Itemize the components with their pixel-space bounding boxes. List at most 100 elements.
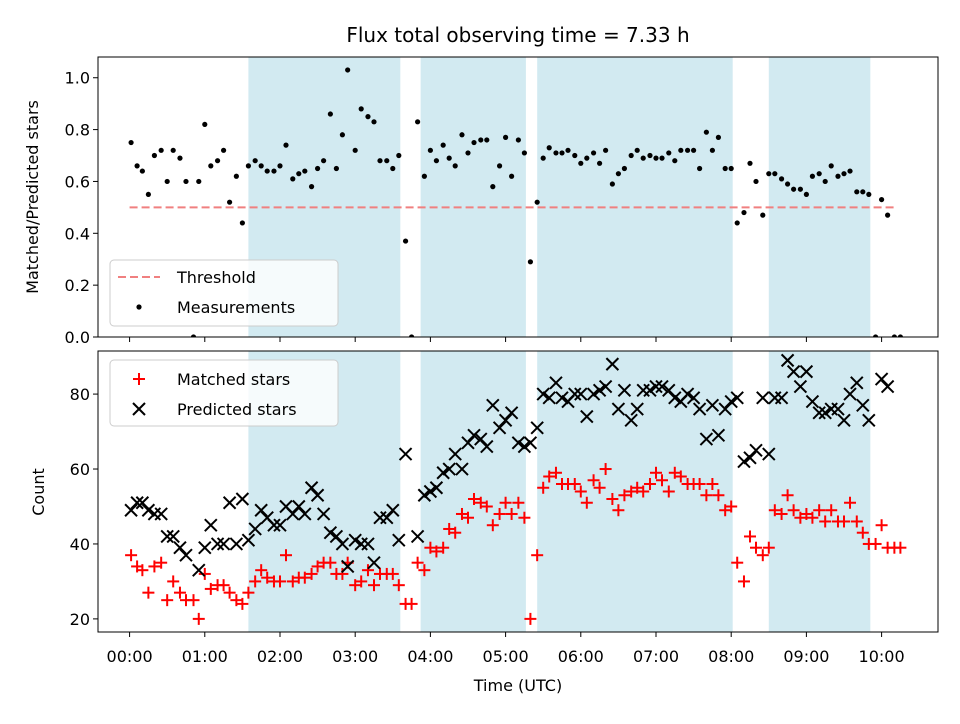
measurement-point bbox=[621, 165, 628, 172]
measurement-point bbox=[653, 155, 659, 161]
matched-stars-point bbox=[543, 470, 556, 483]
predicted-stars-point bbox=[304, 481, 319, 495]
predicted-stars-point bbox=[410, 529, 425, 544]
measurement-point bbox=[703, 129, 709, 135]
x-tick-label: 00:00 bbox=[107, 647, 153, 666]
predicted-stars-point bbox=[210, 537, 225, 551]
measurement-point bbox=[647, 152, 653, 159]
measurement-point bbox=[321, 158, 327, 164]
matched-stars-point bbox=[198, 567, 211, 580]
matched-stars-point bbox=[731, 556, 744, 569]
measurement-point bbox=[534, 199, 540, 205]
measurement-point bbox=[672, 158, 678, 164]
measurement-point bbox=[296, 171, 302, 177]
measurement-point bbox=[872, 334, 879, 337]
matched-stars-point bbox=[875, 519, 888, 532]
measurement-point bbox=[835, 173, 841, 179]
bottom-legend: Matched stars Predicted stars bbox=[109, 359, 339, 427]
measurement-point bbox=[208, 163, 214, 169]
predicted-stars-point bbox=[517, 439, 532, 454]
bottom-y-tick-label: 60 bbox=[70, 460, 90, 479]
top-panel: 0.0 0.2 0.4 0.6 0.8 1.0 bbox=[65, 56, 939, 347]
matched-stars-point bbox=[574, 485, 587, 498]
predicted-stars-point bbox=[461, 436, 475, 450]
predicted-stars-point bbox=[592, 383, 607, 398]
measurement-point bbox=[327, 111, 333, 117]
matched-stars-point bbox=[455, 507, 468, 520]
x-tick-label: 10:00 bbox=[859, 647, 905, 666]
measurement-point bbox=[134, 163, 140, 169]
measurement-point bbox=[471, 139, 477, 146]
matched-stars-point bbox=[662, 485, 675, 498]
matched-stars-point bbox=[242, 586, 255, 599]
matched-stars-point bbox=[305, 567, 318, 580]
measurement-point bbox=[496, 163, 503, 169]
predicted-stars-point bbox=[198, 540, 212, 555]
predicted-stars-point bbox=[711, 428, 726, 443]
top-legend: Threshold Measurements bbox=[109, 259, 339, 327]
matched-stars-point bbox=[806, 511, 819, 524]
predicted-stars-point bbox=[273, 518, 287, 532]
measurement-point bbox=[565, 147, 571, 153]
predicted-stars-point bbox=[686, 391, 701, 405]
matched-stars-point bbox=[424, 541, 437, 554]
matched-stars-point bbox=[187, 594, 200, 607]
predicted-stars-point bbox=[486, 398, 500, 413]
bottom-y-tick-label: 20 bbox=[70, 610, 90, 629]
predicted-stars-point bbox=[799, 364, 814, 379]
measurement-point bbox=[358, 106, 364, 112]
predicted-stars-point bbox=[812, 406, 826, 420]
matched-stars-point bbox=[700, 489, 713, 502]
predicted-stars-point bbox=[192, 563, 206, 577]
predicted-stars-point bbox=[248, 522, 262, 536]
bottom-y-axis-label: Count bbox=[29, 468, 48, 516]
matched-stars-point bbox=[693, 478, 706, 491]
matched-stars-point bbox=[844, 496, 857, 509]
predicted-stars-point bbox=[756, 391, 770, 405]
predicted-stars-point bbox=[662, 383, 676, 398]
predicted-stars-point bbox=[774, 391, 789, 405]
x-tick-label: 05:00 bbox=[483, 647, 529, 666]
measurement-point bbox=[177, 155, 183, 161]
matched-stars-point bbox=[781, 489, 794, 502]
predicted-stars-point bbox=[574, 387, 588, 401]
matched-stars-point bbox=[125, 549, 138, 562]
measurement-point bbox=[722, 165, 728, 172]
x-tick-label: 07:00 bbox=[633, 647, 679, 666]
measurement-point bbox=[396, 152, 402, 159]
matched-stars-point bbox=[367, 579, 380, 592]
predicted-stars-point bbox=[329, 529, 344, 544]
matched-stars-point bbox=[531, 549, 544, 562]
measurement-point bbox=[459, 132, 465, 138]
matched-stars-point bbox=[142, 586, 155, 599]
measurement-point bbox=[371, 119, 377, 125]
predicted-stars-point bbox=[805, 394, 820, 409]
predicted-stars-point bbox=[724, 394, 738, 409]
matched-stars-point bbox=[480, 500, 493, 513]
predicted-stars-point bbox=[737, 454, 751, 469]
predicted-stars-point bbox=[699, 432, 714, 446]
bottom-y-tick-label: 40 bbox=[70, 535, 90, 554]
predicted-stars-point bbox=[286, 507, 300, 521]
matched-stars-point bbox=[298, 571, 311, 584]
top-y-tick-label: 0.2 bbox=[65, 276, 90, 295]
measurement-point bbox=[546, 145, 552, 151]
predicted-stars-point bbox=[323, 526, 338, 540]
measurement-point bbox=[264, 168, 270, 174]
measurement-point bbox=[578, 160, 584, 166]
matched-stars-point bbox=[813, 504, 826, 517]
matched-stars-point bbox=[568, 478, 581, 491]
measurement-point bbox=[584, 155, 590, 161]
bottom-y-tick-label: 80 bbox=[70, 385, 90, 404]
measurement-point bbox=[421, 173, 427, 179]
predicted-stars-point bbox=[392, 533, 406, 547]
predicted-stars-point bbox=[549, 376, 563, 390]
predicted-stars-point bbox=[555, 391, 569, 405]
predicted-stars-point bbox=[705, 398, 720, 413]
predicted-stars-point bbox=[442, 462, 456, 476]
predicted-stars-point bbox=[837, 413, 851, 428]
measurement-point bbox=[841, 171, 847, 177]
matched-stars-point bbox=[894, 541, 907, 554]
measurement-point bbox=[202, 121, 208, 128]
measurement-point bbox=[603, 147, 609, 153]
